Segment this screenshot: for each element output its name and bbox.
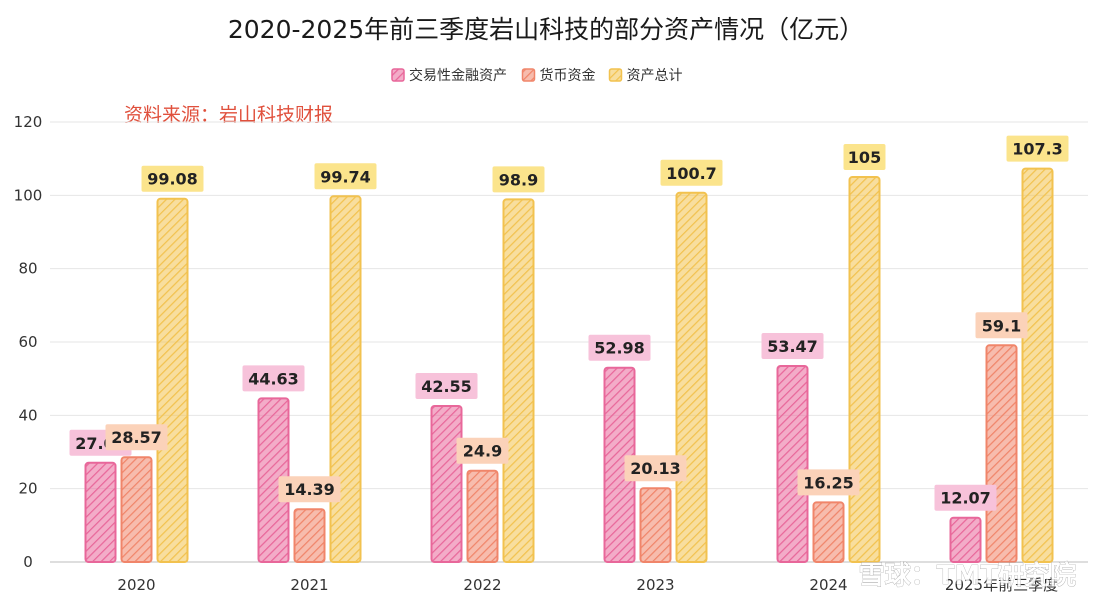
data-label-bg	[314, 163, 377, 190]
data-label: 12.07	[934, 484, 997, 511]
chart-title: 2020-2025年前三季度岩山科技的部分资产情况（亿元）	[228, 15, 864, 44]
x-tick-label: 2020	[117, 576, 155, 594]
data-label-bg	[278, 476, 341, 503]
data-label-text: 42.55	[421, 377, 472, 396]
y-tick-label: 100	[14, 186, 43, 204]
data-label-text: 12.07	[940, 489, 991, 508]
bar-1-2	[329, 195, 362, 564]
bar-2-0	[430, 404, 463, 563]
data-label: 14.39	[278, 476, 341, 503]
data-label-bg	[1006, 135, 1069, 162]
y-tick-label: 0	[23, 553, 33, 571]
data-label-text: 59.1	[982, 316, 1021, 335]
gridlines	[50, 121, 1088, 563]
bar-5-1	[985, 344, 1018, 563]
data-label: 53.47	[761, 332, 824, 359]
data-label-bg	[934, 484, 997, 511]
data-label: 16.25	[797, 469, 860, 496]
source-note: 资料来源：岩山科技财报	[124, 104, 333, 126]
data-label-bg	[761, 332, 824, 359]
data-label-text: 98.9	[499, 170, 538, 189]
data-label-text: 24.9	[463, 442, 502, 461]
data-label: 107.3	[1006, 135, 1069, 162]
bar-2-1	[466, 469, 499, 564]
bar-5-2	[1021, 167, 1054, 563]
x-tick-label: 2021	[290, 576, 328, 594]
y-tick-label: 40	[18, 406, 37, 424]
data-label-text: 44.63	[248, 369, 299, 388]
data-label-bg	[588, 334, 651, 361]
data-label: 59.1	[975, 312, 1028, 339]
data-label-bg	[105, 424, 168, 451]
y-axis: 0 20 40 60 80 100 120	[14, 113, 43, 571]
legend-item: 交易性金融资产	[391, 67, 507, 84]
data-label: 99.08	[141, 165, 204, 192]
y-tick-label: 20	[18, 480, 37, 498]
bar-4-1	[812, 501, 845, 563]
data-label-bg	[624, 455, 687, 482]
data-label-text: 20.13	[630, 459, 681, 478]
legend-swatch	[608, 68, 623, 82]
data-label: 99.74	[314, 163, 377, 190]
data-label-text: 100.7	[666, 164, 717, 183]
data-label-bg	[975, 312, 1028, 339]
data-label-text: 28.57	[111, 428, 162, 447]
bar-1-1	[293, 508, 326, 563]
data-label: 52.98	[588, 334, 651, 361]
bar-3-1	[639, 487, 672, 563]
data-label-text: 52.98	[594, 339, 645, 358]
legend-label: 货币资金	[540, 67, 596, 84]
y-tick-label: 80	[18, 260, 37, 278]
legend-label: 资产总计	[627, 68, 683, 84]
bar-4-0	[776, 364, 809, 563]
data-labels: 27.0628.5799.0844.6314.3999.7442.5524.99…	[69, 135, 1069, 511]
data-label-bg	[456, 437, 509, 464]
y-tick-label: 120	[14, 113, 43, 131]
legend: 交易性金融资产 货币资金 资产总计	[391, 67, 683, 84]
bar-0-0	[84, 461, 117, 563]
data-label: 20.13	[624, 455, 687, 482]
data-label-bg	[242, 365, 305, 392]
bar-2-2	[502, 198, 535, 563]
bar-3-2	[675, 191, 708, 563]
data-label-text: 105	[848, 148, 881, 167]
data-label-bg	[843, 144, 886, 170]
legend-swatch	[391, 68, 405, 82]
data-label: 42.55	[415, 372, 478, 399]
data-label: 24.9	[456, 437, 509, 464]
data-label-bg	[492, 166, 545, 193]
x-axis: 2020 2021 2022 2023 2024 2025年前三季度	[117, 576, 1058, 594]
bar-4-2	[848, 176, 881, 563]
bar-0-1	[120, 456, 153, 564]
data-label-text: 53.47	[767, 337, 818, 356]
legend-swatch	[521, 68, 536, 82]
data-label-bg	[141, 165, 204, 192]
x-tick-label: 2023	[636, 576, 674, 594]
data-label: 44.63	[242, 365, 305, 392]
x-tick-label: 2024	[809, 576, 847, 594]
bar-0-2	[156, 197, 189, 563]
x-tick-label: 2025年前三季度	[945, 576, 1058, 594]
data-label-text: 16.25	[803, 473, 854, 492]
data-label-text: 99.74	[320, 167, 371, 186]
legend-item: 货币资金	[521, 67, 596, 84]
bar-5-0	[949, 516, 982, 564]
bars	[84, 167, 1054, 564]
legend-label: 交易性金融资产	[409, 67, 507, 84]
data-label-bg	[660, 159, 723, 186]
data-label-text: 14.39	[284, 480, 335, 499]
watermark: 雪球：TMT研究院	[859, 560, 1076, 591]
y-tick-label: 60	[18, 333, 37, 351]
x-tick-label: 2022	[463, 576, 501, 594]
data-label: 28.57	[105, 424, 168, 451]
legend-item: 资产总计	[608, 68, 683, 84]
data-label: 100.7	[660, 159, 723, 186]
data-label-bg	[797, 469, 860, 496]
data-label: 105	[843, 144, 886, 170]
data-label-text: 99.08	[147, 170, 198, 189]
data-label: 98.9	[492, 166, 545, 193]
data-label-bg	[415, 372, 478, 399]
data-label-text: 107.3	[1012, 140, 1063, 159]
